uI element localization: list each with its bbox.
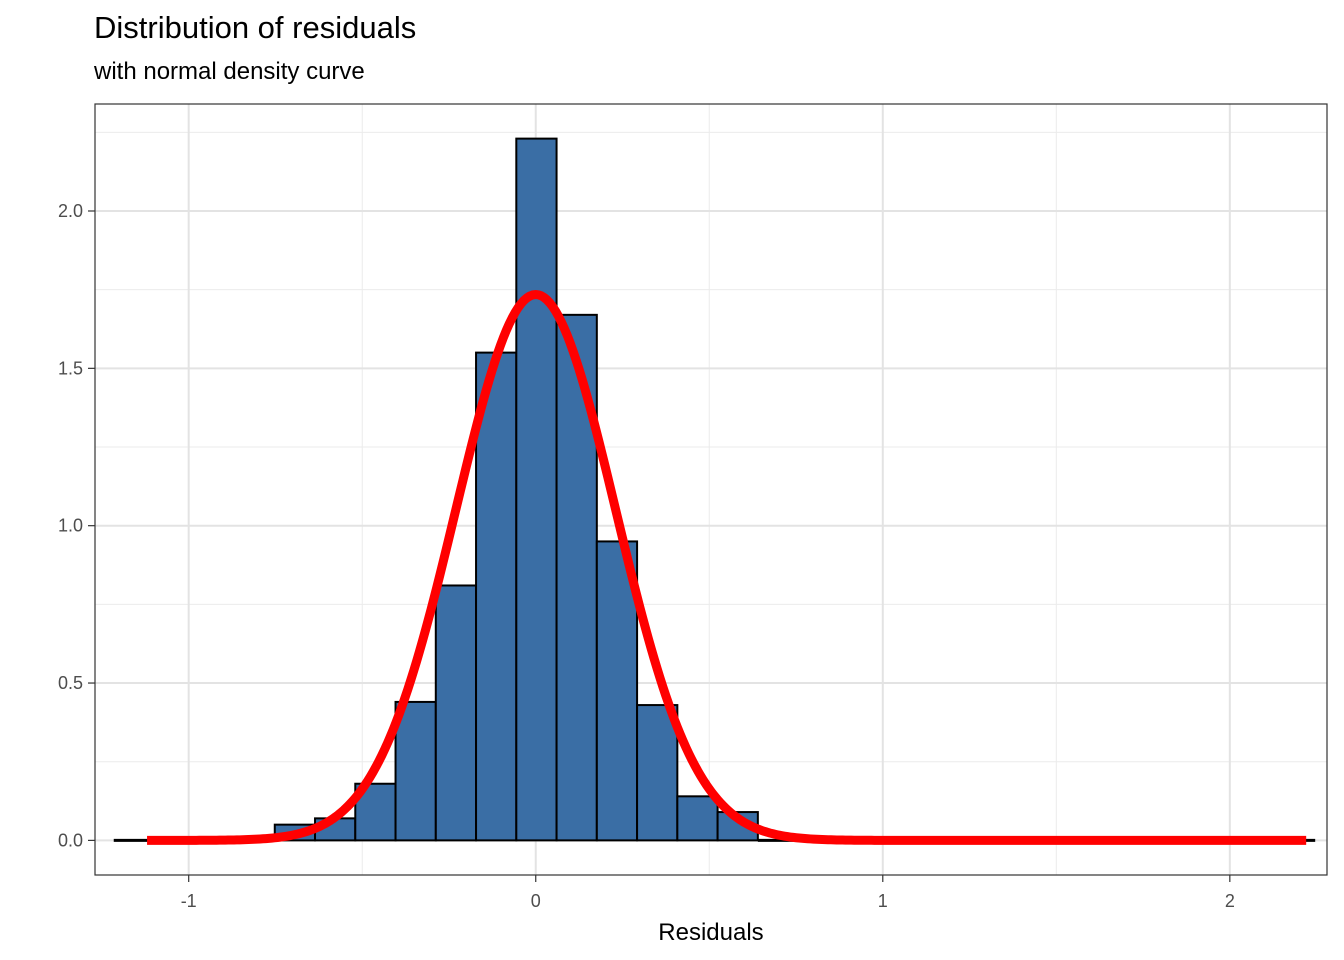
y-tick-label: 0.0 <box>58 830 83 850</box>
normal-density-curve <box>145 290 1308 845</box>
histogram-bar <box>475 351 518 842</box>
histogram-bar <box>394 700 437 842</box>
histogram-bar <box>595 540 639 842</box>
histogram-bar <box>515 137 558 842</box>
x-tick-label: 2 <box>1225 891 1235 911</box>
y-tick-label: 0.5 <box>58 673 83 693</box>
histogram-bar <box>434 584 478 842</box>
histogram-bar <box>636 704 679 842</box>
x-axis-title: Residuals <box>658 919 763 946</box>
minor-gridlines <box>95 104 1327 875</box>
y-axis: 0.0 0.5 1.0 1.5 2.0 <box>58 201 95 850</box>
x-tick-label: 0 <box>531 891 541 911</box>
chart-subtitle: with normal density curve <box>94 58 365 85</box>
y-tick-label: 2.0 <box>58 201 83 221</box>
y-tick-label: 1.0 <box>58 516 83 536</box>
panel-border <box>94 103 1328 876</box>
x-axis: -1 0 1 2 <box>181 875 1235 911</box>
x-tick-label: 1 <box>878 891 888 911</box>
chart-title: Distribution of residuals <box>94 10 417 45</box>
major-gridlines <box>95 104 1327 875</box>
histogram-bars <box>113 137 1316 842</box>
y-tick-label: 1.5 <box>58 358 83 378</box>
histogram-bar <box>676 795 719 842</box>
x-tick-label: -1 <box>181 891 197 911</box>
